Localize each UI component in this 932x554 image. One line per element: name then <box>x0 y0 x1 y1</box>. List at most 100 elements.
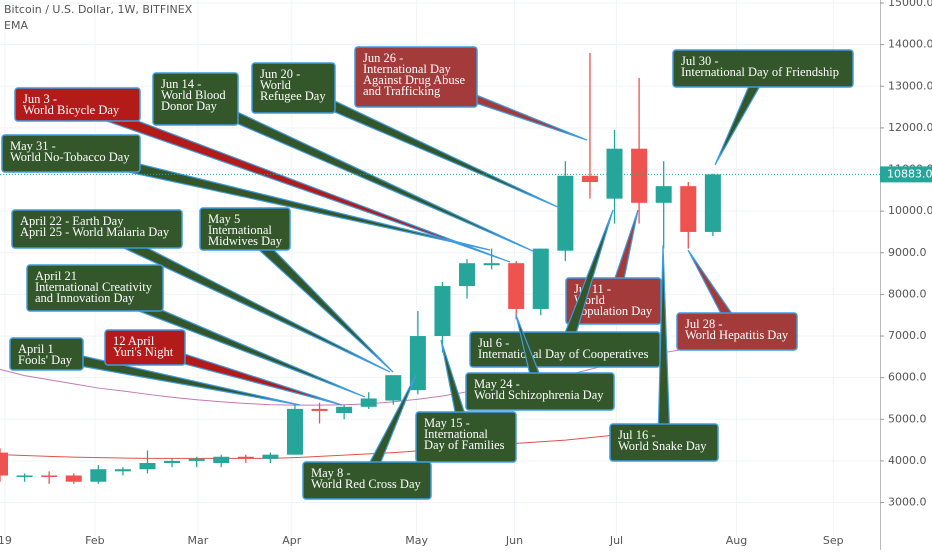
callout-text: Jul 6 - <box>478 336 509 350</box>
y-tick-label: 14000.0 <box>888 38 932 51</box>
callout-text: Jul 28 - <box>685 317 723 331</box>
callout: Jul 28 -World Hepatitis Day <box>676 249 798 351</box>
callout-text: Day of Families <box>424 438 505 452</box>
callout-text: May 5 <box>208 212 240 226</box>
callout-text: Jun 14 - <box>161 77 201 91</box>
candles <box>0 52 721 484</box>
candle-body <box>336 406 353 414</box>
x-tick-label: May <box>405 534 428 547</box>
callout-box <box>104 329 186 366</box>
x-tick-label: Jun <box>505 534 523 547</box>
candle-body <box>311 408 328 411</box>
callout-text: International <box>208 223 272 237</box>
candle-body <box>16 475 33 477</box>
candle-body <box>434 286 451 337</box>
candle-body <box>508 263 525 309</box>
y-tick-label: 6000.0 <box>888 371 927 384</box>
callout-text: 12 April <box>113 334 155 348</box>
callout-box <box>415 411 517 463</box>
callout-box <box>676 312 798 351</box>
callout-text: World Hepatitis Day <box>685 328 789 342</box>
x-tick-label: Aug <box>726 534 747 547</box>
y-tick-label: 7000.0 <box>888 329 927 342</box>
x-tick-label: Jul <box>609 534 623 547</box>
ema-line <box>0 343 713 406</box>
callout-text: International Creativity <box>35 280 153 294</box>
candle-body <box>262 454 279 459</box>
callout-text: Jun 3 - <box>23 92 57 106</box>
callout-text: World No-Tobacco Day <box>10 150 130 164</box>
callout-box <box>1 134 141 173</box>
y-tick-label: 15000.0 <box>888 0 932 9</box>
candle-body <box>557 175 574 251</box>
callout-text: International Day of Cooperatives <box>478 347 649 361</box>
callout-text: and Trafficking <box>363 84 441 98</box>
candle-body <box>65 475 82 482</box>
callout-text: April 22 - Earth Day <box>20 214 124 228</box>
callout-text: Yuri's Night <box>113 345 174 359</box>
x-tick-label: 19 <box>0 534 12 547</box>
callout-text: Jun 26 - <box>363 51 403 65</box>
chart-title: Bitcoin / U.S. Dollar, 1W, BITFINEX <box>4 3 193 16</box>
callout-text: Against Drug Abuse <box>363 73 466 87</box>
callout: May 8 -World Red Cross Day <box>302 374 432 500</box>
callout-text: World Schizophrenia Day <box>474 388 604 402</box>
x-tick-label: Mar <box>187 534 208 547</box>
y-tick-label: 12000.0 <box>888 121 932 134</box>
indicator-label: EMA <box>4 19 28 32</box>
candle-body <box>459 263 476 287</box>
callout-text: World Blood <box>161 88 226 102</box>
last-price-label: 10883.0 <box>887 167 932 180</box>
callout: May 31 -World No-Tobacco Day <box>1 134 491 251</box>
x-tick-label: Feb <box>85 534 104 547</box>
callout-text: Fools' Day <box>18 353 73 367</box>
candle-body <box>286 408 303 455</box>
callout-text: Jul 16 - <box>618 428 656 442</box>
candle-body <box>114 469 131 472</box>
x-tick-label: Apr <box>282 534 302 547</box>
callout-box <box>251 62 336 114</box>
candle-body <box>483 263 500 266</box>
last-price-box <box>880 166 932 183</box>
candle-body <box>139 462 156 470</box>
candle-body <box>704 174 721 232</box>
y-tick-label: 8000.0 <box>888 287 927 300</box>
candle-body <box>213 456 230 463</box>
callout-text: World Snake Day <box>618 439 707 453</box>
callout-text: April 25 - World Malaria Day <box>20 225 170 239</box>
callout: May 24 -World Schizophrenia Day <box>465 314 615 411</box>
candle-body <box>164 460 181 463</box>
callout-text: May 24 - <box>474 377 520 391</box>
candle-body <box>41 475 58 477</box>
callout-text: World Bicycle Day <box>23 103 120 117</box>
callout-text: May 8 - <box>311 466 351 480</box>
candle-body <box>237 456 254 459</box>
callout-box <box>14 87 141 122</box>
candle-body <box>680 186 697 232</box>
callout: Jun 3 -World Bicycle Day <box>14 87 511 263</box>
callout: Jul 16 -World Snake Day <box>609 244 719 462</box>
y-tick-label: 5000.0 <box>888 412 927 425</box>
callout-box <box>672 49 854 88</box>
candle-body <box>631 148 648 203</box>
callout-text: April 21 <box>35 269 77 283</box>
candle-body <box>0 452 8 476</box>
callout-box <box>199 207 291 251</box>
ema-lines <box>0 343 713 459</box>
callout-text: Jun 20 - <box>260 67 300 81</box>
callout-box <box>9 337 84 371</box>
callout-box <box>302 461 432 500</box>
callout-text: Refugee Day <box>260 89 326 103</box>
callout-text: May 15 - <box>424 416 470 430</box>
candle-body <box>188 458 205 461</box>
callout-box <box>152 72 239 126</box>
candle-body <box>655 186 672 203</box>
candle-body <box>360 398 377 407</box>
y-tick-label: 4000.0 <box>888 454 927 467</box>
